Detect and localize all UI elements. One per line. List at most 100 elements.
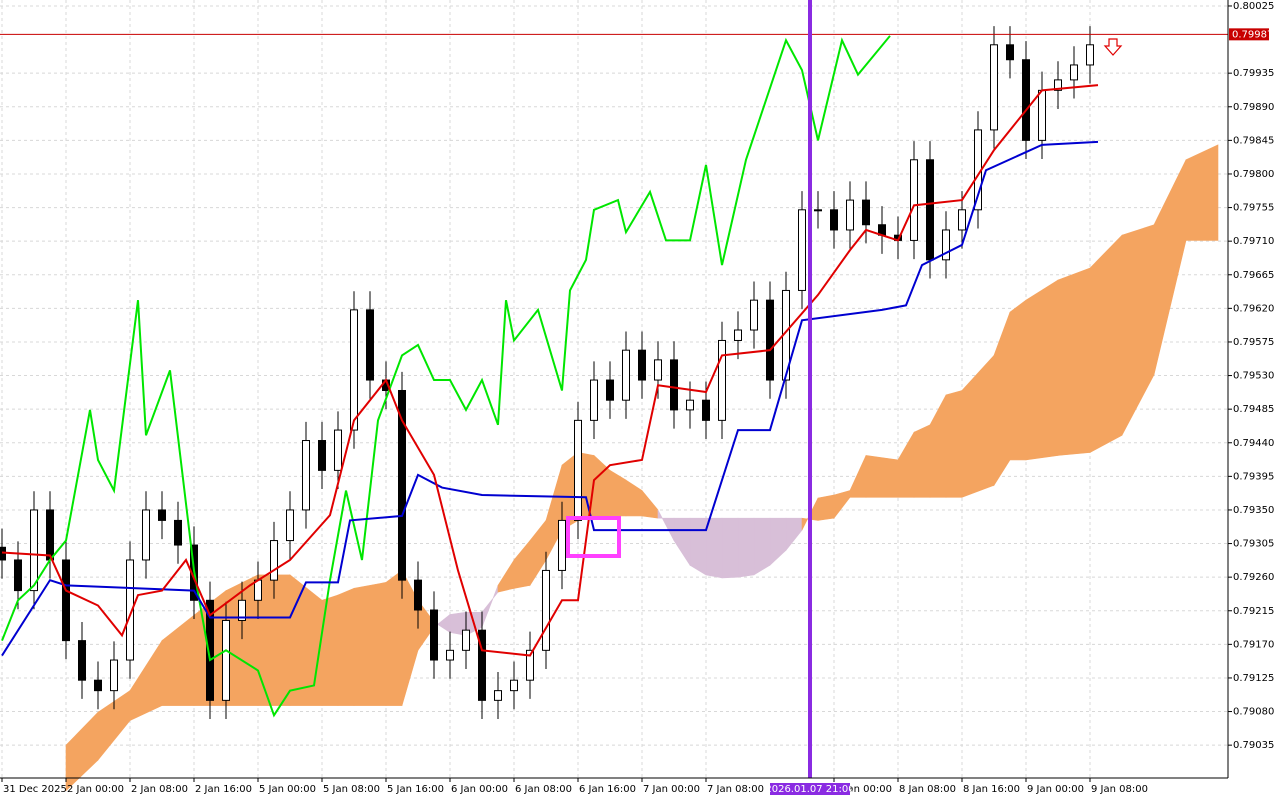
x-tick-label: 8 Jan 08:00 bbox=[899, 784, 956, 795]
overlay bbox=[0, 0, 1228, 778]
x-tick-label: 5 Jan 08:00 bbox=[323, 784, 380, 795]
y-tick-label: 0.79845 bbox=[1233, 135, 1274, 146]
candle-body bbox=[718, 339, 726, 421]
candle-body bbox=[670, 359, 678, 411]
candle-body bbox=[222, 619, 230, 701]
x-tick-label: 5 Jan 00:00 bbox=[259, 784, 316, 795]
cloud-segment bbox=[945, 390, 963, 498]
candle-body bbox=[350, 309, 358, 431]
x-tick-label: 6 Jan 08:00 bbox=[515, 784, 572, 795]
candle-body bbox=[254, 579, 262, 601]
y-tick-label: 0.79935 bbox=[1233, 68, 1274, 79]
candle-body bbox=[318, 440, 326, 471]
y-tick-label: 0.79440 bbox=[1233, 438, 1274, 449]
x-tick-label: 31 Dec 2025 bbox=[3, 784, 67, 795]
candle-body bbox=[1086, 44, 1094, 66]
candle-body bbox=[478, 629, 486, 701]
candle-body bbox=[494, 690, 502, 701]
cloud-segment bbox=[865, 455, 899, 498]
candle-body bbox=[926, 159, 934, 261]
cloud-segment bbox=[721, 517, 739, 579]
cloud-segment bbox=[337, 587, 355, 706]
cloud-segment bbox=[689, 517, 707, 576]
candle-body bbox=[606, 379, 614, 401]
y-tick-label: 0.79305 bbox=[1233, 539, 1274, 550]
y-tick-label: 0.79710 bbox=[1233, 236, 1274, 247]
y-tick-label: 0.80025 bbox=[1233, 1, 1274, 12]
candle-body bbox=[462, 629, 470, 651]
candle-body bbox=[1022, 59, 1030, 141]
indicator-line bbox=[1, 140, 1099, 657]
time-label: 2026.01.07 21:00 bbox=[765, 784, 854, 795]
candle-body bbox=[814, 209, 822, 212]
y-tick-label: 0.79080 bbox=[1233, 707, 1274, 718]
candle-body bbox=[334, 429, 342, 471]
candle-body bbox=[302, 440, 310, 511]
candle-body bbox=[622, 349, 630, 401]
x-tick-label: 6 Jan 16:00 bbox=[579, 784, 636, 795]
candle-body bbox=[430, 609, 438, 661]
candle-body bbox=[702, 399, 710, 421]
y-tick-label: 0.79125 bbox=[1233, 673, 1274, 684]
y-tick-label: 0.79620 bbox=[1233, 303, 1274, 314]
x-tick-label: 6 Jan 00:00 bbox=[451, 784, 508, 795]
candle-body bbox=[14, 559, 22, 592]
candle-body bbox=[590, 379, 598, 421]
highlight-box bbox=[566, 516, 621, 558]
candle-body bbox=[750, 299, 758, 331]
y-tick-label: 0.79350 bbox=[1233, 505, 1274, 516]
cloud-segment bbox=[1057, 267, 1091, 456]
candle-body bbox=[638, 349, 646, 381]
indicator-line bbox=[1, 35, 891, 718]
cloud-segment bbox=[1089, 234, 1123, 453]
cloud-segment bbox=[817, 494, 835, 521]
candle-body bbox=[78, 640, 86, 681]
cloud-segment bbox=[1185, 144, 1219, 241]
y-tick-label: 0.79530 bbox=[1233, 371, 1274, 382]
candle-body bbox=[910, 159, 918, 241]
y-tick-label: 0.79755 bbox=[1233, 203, 1274, 214]
y-tick-label: 0.79890 bbox=[1233, 102, 1274, 113]
y-tick-label: 0.79170 bbox=[1233, 639, 1274, 650]
price-label: 0.79987 bbox=[1232, 29, 1273, 40]
candle-body bbox=[942, 229, 950, 261]
candle-body bbox=[1006, 44, 1014, 61]
candle-body bbox=[574, 419, 582, 521]
candle-body bbox=[446, 649, 454, 661]
candle-body bbox=[286, 509, 294, 542]
candle-body bbox=[734, 329, 742, 341]
candle-body bbox=[766, 299, 774, 381]
x-tick-label: 7 Jan 08:00 bbox=[707, 784, 764, 795]
y-tick-label: 0.79485 bbox=[1233, 404, 1274, 415]
cloud-segment bbox=[1009, 299, 1027, 461]
x-tick-label: 5 Jan 16:00 bbox=[387, 784, 444, 795]
candle-body bbox=[542, 569, 550, 651]
candle-body bbox=[366, 309, 374, 381]
candle-body bbox=[110, 659, 118, 692]
y-tick-label: 0.79665 bbox=[1233, 270, 1274, 281]
y-tick-label: 0.79575 bbox=[1233, 337, 1274, 348]
candle-body bbox=[654, 359, 662, 381]
candle-body bbox=[862, 199, 870, 226]
candle-body bbox=[1038, 89, 1046, 141]
grid bbox=[0, 0, 1228, 778]
x-tick-label: 9 Jan 00:00 bbox=[1027, 784, 1084, 795]
cloud-segment bbox=[753, 517, 771, 576]
x-tick-label: 9 Jan 08:00 bbox=[1091, 784, 1148, 795]
y-tick-label: 0.79215 bbox=[1233, 606, 1274, 617]
candle-body bbox=[398, 389, 406, 581]
y-tick-label: 0.79035 bbox=[1233, 740, 1274, 751]
cloud-segment bbox=[385, 569, 403, 706]
price-tag bbox=[1229, 28, 1269, 41]
candle-body bbox=[206, 599, 214, 701]
y-tick-label: 0.79260 bbox=[1233, 572, 1274, 583]
candle-body bbox=[30, 509, 38, 592]
candle-body bbox=[990, 44, 998, 131]
candle-body bbox=[958, 209, 966, 231]
candle-body bbox=[1054, 79, 1062, 91]
candle-body bbox=[94, 679, 102, 692]
y-tick-label: 0.79800 bbox=[1233, 169, 1274, 180]
x-tick-label: 2 Jan 08:00 bbox=[131, 784, 188, 795]
candle-body bbox=[686, 399, 694, 411]
